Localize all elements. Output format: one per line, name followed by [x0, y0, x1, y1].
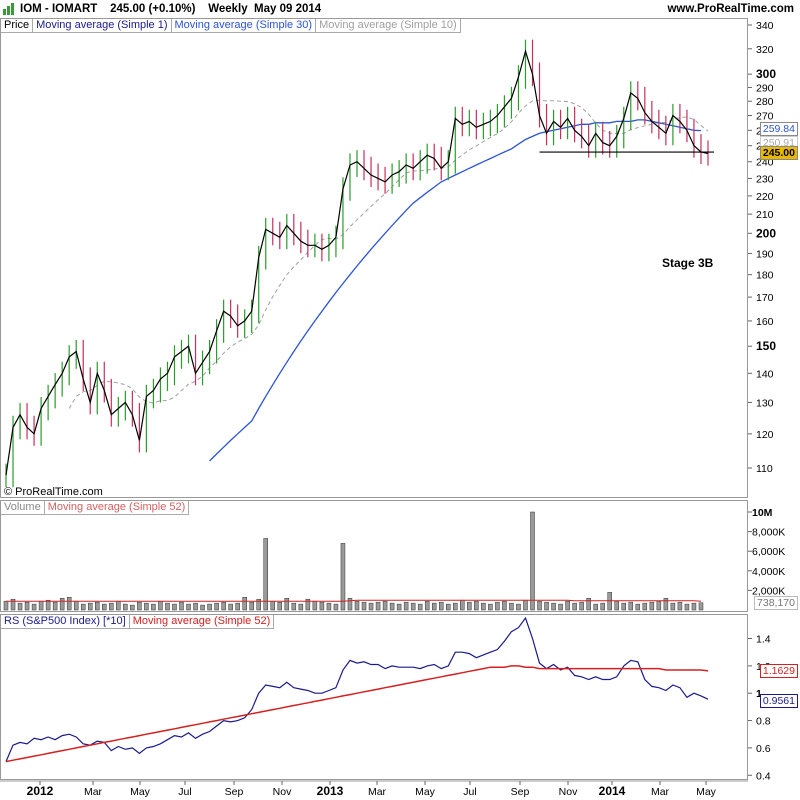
x-tick-label: Mar [368, 786, 387, 798]
x-tick-label: Nov [273, 786, 292, 798]
rs-tick-label: 0.8 [756, 716, 771, 728]
ma30-value-tag: 259.84 [759, 122, 798, 136]
price-legend: Price Moving average (Simple 1) Moving a… [1, 19, 461, 33]
price-tick-label: 180 [756, 270, 774, 282]
x-tick-label: May [130, 786, 151, 798]
price-tick-label: 300 [756, 67, 776, 81]
chart-title: IOM - IOMART 245.00 (+0.10%) Weekly May … [20, 3, 322, 15]
x-tick-label: May [415, 786, 436, 798]
price-tick-label: 210 [756, 209, 774, 221]
price-tick-label: 200 [756, 226, 776, 240]
legend-price[interactable]: Price [1, 19, 34, 33]
rs-ma-value-tag: 1.1629 [759, 664, 798, 678]
legend-ma30[interactable]: Moving average (Simple 30) [171, 19, 317, 33]
legend-volume[interactable]: Volume [1, 501, 45, 515]
x-tick-label: Sep [511, 786, 530, 798]
rs-value-tag: 0.9561 [759, 694, 798, 708]
price-tick-label: 270 [756, 110, 774, 122]
legend-rs-ma[interactable]: Moving average (Simple 52) [129, 615, 275, 629]
price-tick-label: 140 [756, 368, 774, 380]
volume-panel: Volume Moving average (Simple 52) [0, 500, 748, 612]
volume-legend: Volume Moving average (Simple 52) [1, 501, 190, 515]
price-panel: Price Moving average (Simple 1) Moving a… [0, 18, 748, 498]
price-tick-label: 120 [756, 429, 774, 441]
site-link[interactable]: www.ProRealTime.com [667, 3, 794, 15]
legend-volume-ma[interactable]: Moving average (Simple 52) [44, 501, 190, 515]
price-tick-label: 150 [756, 339, 776, 353]
price-tick-label: 320 [756, 44, 774, 56]
x-tick-label: 2013 [317, 784, 344, 798]
volume-value-tag: 738,170 [754, 596, 798, 610]
price-tick-label: 190 [756, 248, 774, 260]
legend-ma1[interactable]: Moving average (Simple 1) [33, 19, 172, 33]
volume-tick-label: 10M [752, 507, 773, 519]
x-tick-label: 2012 [27, 784, 54, 798]
x-tick-label: Nov [559, 786, 578, 798]
x-tick-label: 2014 [599, 784, 626, 798]
volume-tick-label: 6,000K [752, 546, 785, 558]
x-tick-label: Mar [651, 786, 670, 798]
price-tick-label: 160 [756, 316, 774, 328]
price-tick-label: 340 [756, 20, 774, 32]
rs-tick-label: 0.4 [756, 770, 771, 782]
price-tick-label: 130 [756, 397, 774, 409]
price-tick-label: 170 [756, 292, 774, 304]
copyright: © ProRealTime.com [4, 486, 103, 498]
price-tick-label: 110 [756, 463, 773, 475]
rs-legend: RS (S&P500 Index) [*10] Moving average (… [1, 615, 275, 629]
price-tick-label: 280 [756, 96, 774, 108]
x-tick-label: May [696, 786, 717, 798]
rs-tick-label: 1.4 [756, 634, 771, 646]
header-bar: IOM - IOMART 245.00 (+0.10%) Weekly May … [0, 0, 800, 20]
rs-tick-label: 0.6 [756, 743, 771, 755]
price-value-tag: 245.00 [759, 146, 798, 160]
legend-rs[interactable]: RS (S&P500 Index) [*10] [1, 615, 130, 629]
x-tick-label: Jul [178, 786, 191, 798]
x-tick-label: Sep [225, 786, 244, 798]
price-tick-label: 230 [756, 173, 774, 185]
price-tick-label: 290 [756, 82, 774, 94]
x-tick-label: Jul [463, 786, 476, 798]
stage-annotation: Stage 3B [662, 256, 714, 270]
volume-tick-label: 8,000K [752, 527, 785, 539]
price-tick-label: 220 [756, 191, 774, 203]
volume-tick-label: 4,000K [752, 566, 785, 578]
rs-panel: RS (S&P500 Index) [*10] Moving average (… [0, 614, 748, 780]
x-tick-label: Mar [84, 786, 103, 798]
legend-ma10[interactable]: Moving average (Simple 10) [316, 19, 461, 33]
logo-icon [3, 3, 14, 15]
